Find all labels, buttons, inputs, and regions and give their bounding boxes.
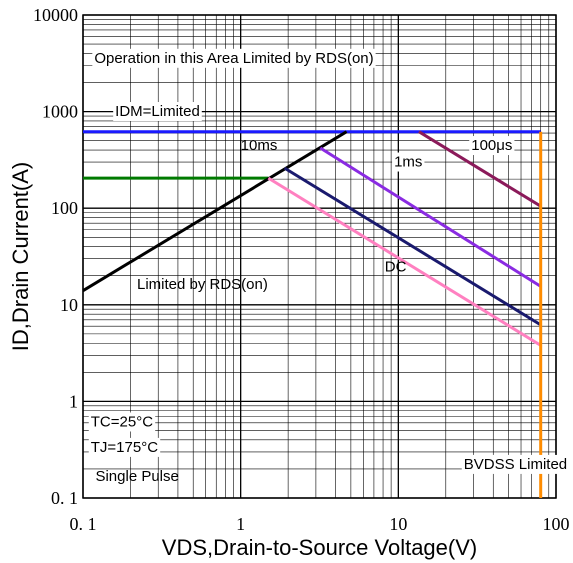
annotation-11: BVDSS Limited <box>464 456 567 473</box>
annotation-9: TJ=175°C <box>91 439 158 456</box>
y-tick-label: 100 <box>51 198 78 218</box>
annotations: Operation in this Area Limited by RDS(on… <box>88 48 570 485</box>
annotation-1: Operation in this Area Limited by RDS(on… <box>94 50 373 67</box>
y-tick-label: 10000 <box>33 5 78 25</box>
x-tick-label: 10 <box>389 514 407 534</box>
annotation-background <box>88 437 161 457</box>
x-axis-label: VDS,Drain-to-Source Voltage(V) <box>162 535 477 560</box>
annotation-background <box>461 454 570 474</box>
annotation-2: IDM=Limited <box>115 103 200 120</box>
y-tick-label: 1 <box>69 391 78 411</box>
annotation-3: 10ms <box>241 137 278 154</box>
x-tick-label: 0. 1 <box>70 514 97 534</box>
annotation-10: Single Pulse <box>95 468 178 485</box>
series-lines <box>82 130 543 498</box>
y-axis-ticks: 0. 1 1 10 100 1000 10000 <box>33 5 78 508</box>
series-line-5 <box>283 166 542 327</box>
annotation-7: DC <box>385 259 407 276</box>
x-axis-ticks: 0. 1 1 10 100 <box>70 514 570 534</box>
annotation-background <box>469 136 515 156</box>
annotation-background <box>392 152 425 172</box>
y-tick-label: 0. 1 <box>51 488 78 508</box>
annotation-8: TC=25°C <box>91 413 153 430</box>
annotation-background <box>113 102 202 122</box>
y-tick-label: 1000 <box>42 102 78 122</box>
plot-frame <box>82 14 557 499</box>
annotation-4: 1ms <box>394 154 422 171</box>
series-line-6 <box>319 146 542 288</box>
y-axis-label: ID,Drain Current(A) <box>8 162 33 351</box>
series-line-3 <box>82 130 348 292</box>
annotation-background <box>92 48 376 68</box>
annotation-background <box>88 412 156 432</box>
x-tick-label: 100 <box>543 514 570 534</box>
series-line-4 <box>267 176 542 347</box>
y-tick-label: 10 <box>60 295 78 315</box>
annotation-5: 100μs <box>471 137 512 154</box>
x-tick-label: 1 <box>236 514 245 534</box>
series-line-7 <box>418 130 542 208</box>
annotation-6: Limited by RDS(on) <box>137 276 268 293</box>
